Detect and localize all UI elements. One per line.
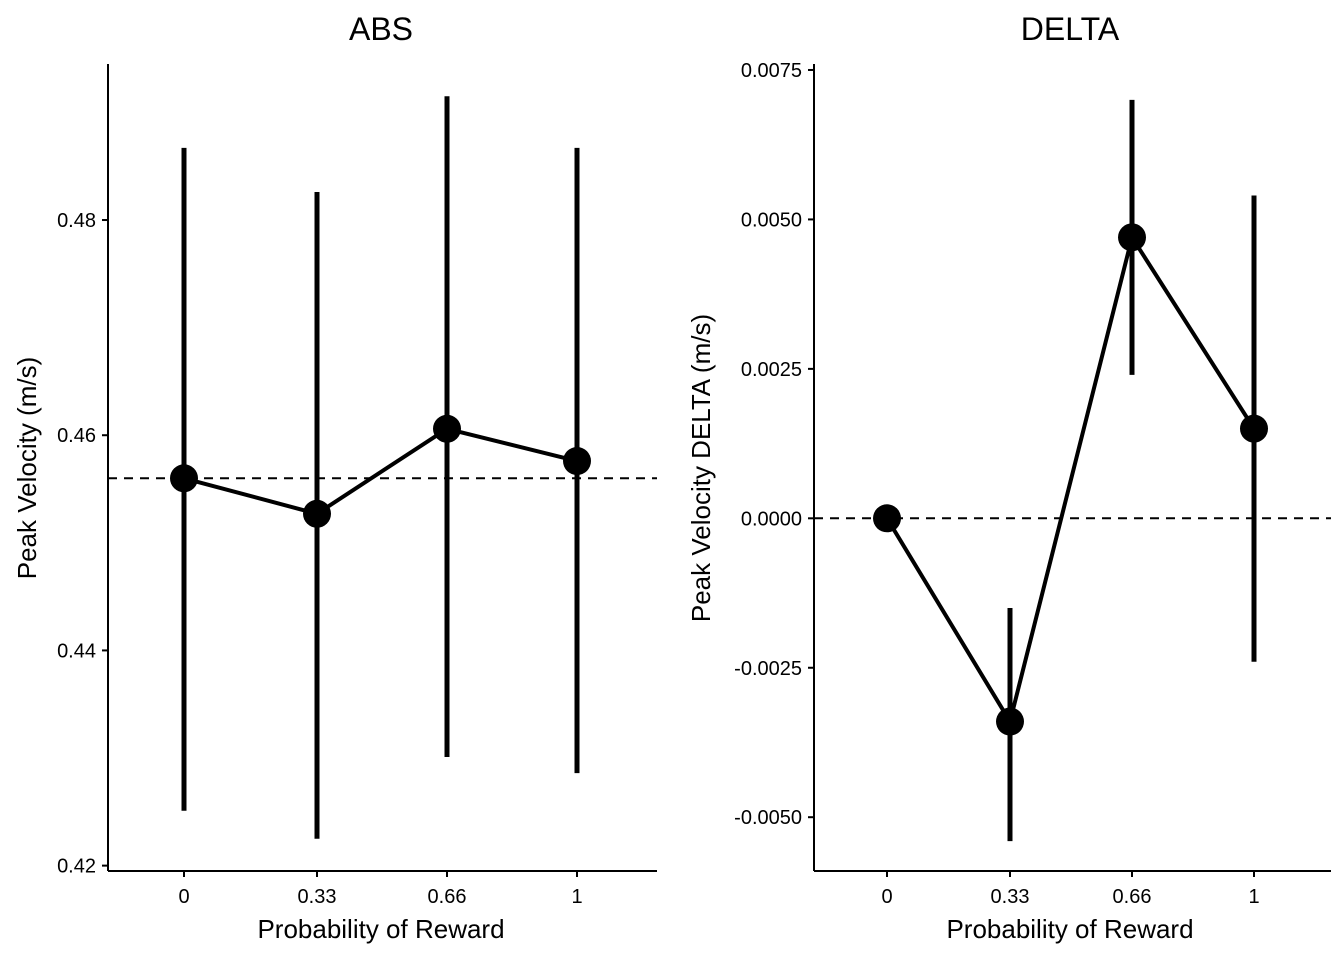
abs-x-tick-label: 0: [178, 886, 189, 908]
delta-y-tick-label: 0.0050: [741, 209, 802, 231]
abs-x-axis-title: Probability of Reward: [257, 914, 504, 944]
delta-x-tick-label: 0: [881, 886, 892, 908]
abs-data-point: [563, 447, 591, 476]
delta-data-point: [996, 707, 1024, 736]
abs-panel-title: ABS: [349, 11, 413, 47]
delta-y-axis-title: Peak Velocity DELTA (m/s): [686, 314, 716, 622]
delta-x-tick-label: 0.33: [991, 886, 1030, 908]
delta-data-point: [1240, 414, 1268, 443]
abs-panel: ABS Probability of Reward Peak Velocity …: [12, 11, 657, 944]
abs-y-tick-label: 0.48: [57, 210, 96, 232]
abs-x-tick-label: 0.66: [428, 886, 467, 908]
delta-y-tick-label: 0.0075: [741, 60, 802, 82]
delta-panel-title: DELTA: [1021, 11, 1120, 47]
delta-y-tick-label: -0.0025: [734, 658, 802, 680]
abs-x-tick-label: 0.33: [298, 886, 337, 908]
delta-panel: DELTA Probability of Reward Peak Velocit…: [686, 11, 1331, 944]
delta-y-tick-label: 0.0025: [741, 359, 802, 381]
delta-x-tick-label: 0.66: [1113, 886, 1152, 908]
delta-x-axis-title: Probability of Reward: [946, 914, 1193, 944]
abs-x-tick-label: 1: [571, 886, 582, 908]
delta-data-point: [873, 504, 901, 533]
abs-data-point: [170, 464, 198, 493]
abs-series-line: [183, 426, 578, 516]
delta-series-line: [885, 235, 1256, 724]
abs-y-axis-title: Peak Velocity (m/s): [12, 357, 42, 580]
abs-data-point: [303, 499, 331, 528]
delta-data-point: [1118, 223, 1146, 252]
abs-y-tick-label: 0.44: [57, 640, 96, 662]
abs-y-tick-label: 0.42: [57, 856, 96, 878]
delta-x-tick-label: 1: [1248, 886, 1259, 908]
abs-data-point: [433, 414, 461, 443]
delta-y-tick-label: -0.0050: [734, 807, 802, 829]
abs-y-tick-label: 0.46: [57, 425, 96, 447]
delta-y-tick-label: 0.0000: [741, 508, 802, 530]
